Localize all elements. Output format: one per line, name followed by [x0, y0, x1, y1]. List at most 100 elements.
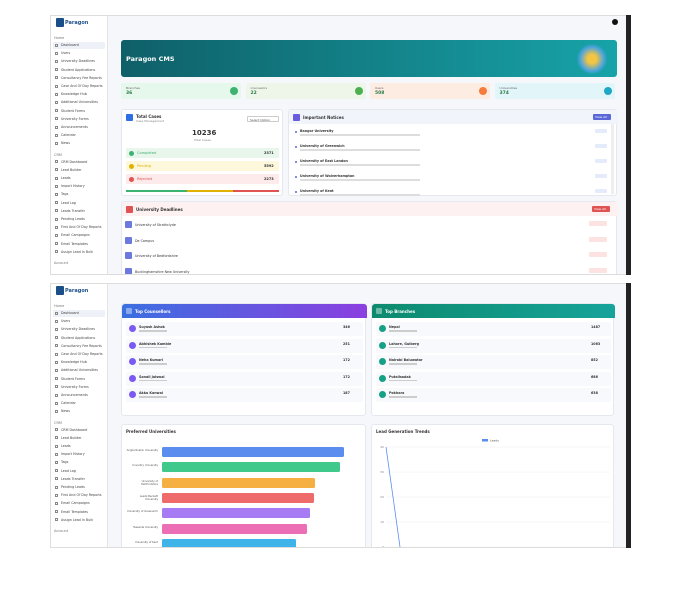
menu-text[interactable]: Dashboard [61, 43, 79, 47]
menu-text[interactable]: Knowledge Hub [61, 92, 87, 97]
menu-text[interactable]: University Forms [61, 116, 89, 121]
menu-text[interactable]: Users [61, 51, 71, 56]
menu-item[interactable]: Announcements [53, 124, 105, 131]
menu-text[interactable]: Calendar [61, 133, 76, 138]
menu-text[interactable]: Email Templates [61, 509, 88, 514]
menu-item[interactable]: Consultancy Fee Reports [53, 75, 105, 82]
menu-item[interactable]: University Forms [53, 384, 105, 391]
menu-text[interactable]: Email Campaigns [61, 501, 90, 506]
menu-text[interactable]: Assign Lead In Bulk [61, 517, 94, 522]
menu-text[interactable]: Student Applications [61, 335, 96, 340]
menu-item[interactable]: Dashboard [53, 42, 105, 49]
menu-text[interactable]: Email Campaigns [61, 233, 90, 238]
menu-text[interactable]: Leads [61, 176, 71, 180]
menu-item[interactable]: Assign Lead In Bulk [53, 249, 105, 256]
menu-text[interactable]: University Deadlines [61, 59, 96, 64]
menu-item[interactable]: Calendar [53, 400, 105, 407]
view-all-button[interactable]: View All [592, 206, 610, 212]
menu-item[interactable]: First And Of Day Reports [53, 224, 105, 231]
menu-text[interactable]: Case And Of Day Reports [61, 352, 103, 356]
menu-text[interactable]: News [61, 141, 70, 146]
menu-item[interactable]: Lead Builder [53, 167, 105, 174]
menu-item[interactable]: Leads Transfer [53, 208, 105, 215]
menu-text[interactable]: Consultancy Fee Reports [61, 75, 102, 80]
menu-item[interactable]: Knowledge Hub [53, 91, 105, 98]
menu-item[interactable]: Dashboard [53, 310, 105, 317]
menu-text[interactable]: CRM Dashboard [61, 427, 88, 432]
menu-item[interactable]: Tags [53, 191, 105, 198]
menu-text[interactable]: Lead Builder [61, 435, 82, 440]
menu-text[interactable]: Dashboard [61, 311, 79, 315]
button-text[interactable]: View All [595, 115, 607, 119]
menu-item[interactable]: University Forms [53, 116, 105, 123]
menu-item[interactable]: Leads [53, 175, 105, 182]
menu-item[interactable]: CRM Dashboard [53, 427, 105, 434]
menu-text[interactable]: University Deadlines [61, 327, 96, 332]
close-button[interactable] [612, 19, 618, 25]
menu-text[interactable]: Announcements [61, 393, 88, 397]
menu-item[interactable]: Lead Log [53, 468, 105, 475]
menu-text[interactable]: Lead Log [61, 200, 76, 205]
menu-item[interactable]: University Deadlines [53, 326, 105, 333]
menu-text[interactable]: Leads [61, 444, 71, 448]
menu-item[interactable]: Email Campaigns [53, 500, 105, 507]
menu-text[interactable]: Additional Universities [61, 100, 98, 105]
menu-item[interactable]: Knowledge Hub [53, 359, 105, 366]
menu-item[interactable]: News [53, 140, 105, 147]
menu-item[interactable]: Consultancy Fee Reports [53, 343, 105, 350]
menu-text[interactable]: News [61, 409, 70, 414]
menu-item[interactable]: Additional Universities [53, 99, 105, 106]
menu-item[interactable]: Email Campaigns [53, 232, 105, 239]
menu-item[interactable]: Calendar [53, 132, 105, 139]
menu-text[interactable]: Lead Builder [61, 167, 82, 172]
menu-text[interactable]: Tags [61, 192, 69, 197]
menu-text[interactable]: Student Forms [61, 108, 86, 113]
menu-item[interactable]: Student Applications [53, 335, 105, 342]
menu-item[interactable]: University Deadlines [53, 58, 105, 65]
menu-item[interactable]: Case And Of Day Reports [53, 351, 105, 358]
button-text[interactable]: View All [594, 207, 606, 211]
menu-text[interactable]: Lead Log [61, 468, 76, 473]
menu-text[interactable]: Consultancy Fee Reports [61, 343, 102, 348]
filter-select[interactable]: Select Option [247, 116, 279, 122]
filter-text[interactable]: Select Option [250, 118, 271, 122]
menu-text[interactable]: Student Applications [61, 67, 96, 72]
menu-item[interactable]: Users [53, 50, 105, 57]
menu-text[interactable]: First And Of Day Reports [61, 493, 102, 498]
menu-item[interactable]: Import History [53, 451, 105, 458]
menu-text[interactable]: Email Templates [61, 241, 88, 246]
menu-text[interactable]: Announcements [61, 125, 88, 129]
menu-text[interactable]: CRM Dashboard [61, 159, 88, 164]
menu-text[interactable]: University Forms [61, 384, 89, 389]
menu-text[interactable]: Pending Leads [61, 217, 85, 221]
menu-text[interactable]: Pending Leads [61, 485, 85, 489]
menu-text[interactable]: Import History [61, 452, 85, 457]
menu-item[interactable]: Lead Log [53, 200, 105, 207]
menu-text[interactable]: Case And Of Day Reports [61, 84, 103, 88]
menu-item[interactable]: Leads [53, 443, 105, 450]
menu-item[interactable]: Pending Leads [53, 216, 105, 223]
menu-text[interactable]: Knowledge Hub [61, 360, 87, 365]
menu-text[interactable]: Users [61, 319, 71, 324]
menu-item[interactable]: Email Templates [53, 241, 105, 248]
menu-item[interactable]: Import History [53, 183, 105, 190]
menu-text[interactable]: Calendar [61, 401, 76, 406]
menu-text[interactable]: Assign Lead In Bulk [61, 249, 94, 254]
menu-item[interactable]: CRM Dashboard [53, 159, 105, 166]
menu-item[interactable]: Users [53, 318, 105, 325]
menu-text[interactable]: Tags [61, 460, 69, 465]
menu-item[interactable]: Student Applications [53, 67, 105, 74]
menu-item[interactable]: Email Templates [53, 509, 105, 516]
menu-item[interactable]: Announcements [53, 392, 105, 399]
menu-item[interactable]: Additional Universities [53, 367, 105, 374]
menu-item[interactable]: Assign Lead In Bulk [53, 517, 105, 524]
menu-text[interactable]: Additional Universities [61, 368, 98, 373]
menu-item[interactable]: News [53, 408, 105, 415]
menu-text[interactable]: Leads Transfer [61, 476, 85, 481]
menu-item[interactable]: Pending Leads [53, 484, 105, 491]
menu-item[interactable]: Student Forms [53, 108, 105, 115]
menu-text[interactable]: Leads Transfer [61, 208, 85, 213]
menu-item[interactable]: Case And Of Day Reports [53, 83, 105, 90]
menu-text[interactable]: Import History [61, 184, 85, 189]
menu-item[interactable]: Tags [53, 459, 105, 466]
